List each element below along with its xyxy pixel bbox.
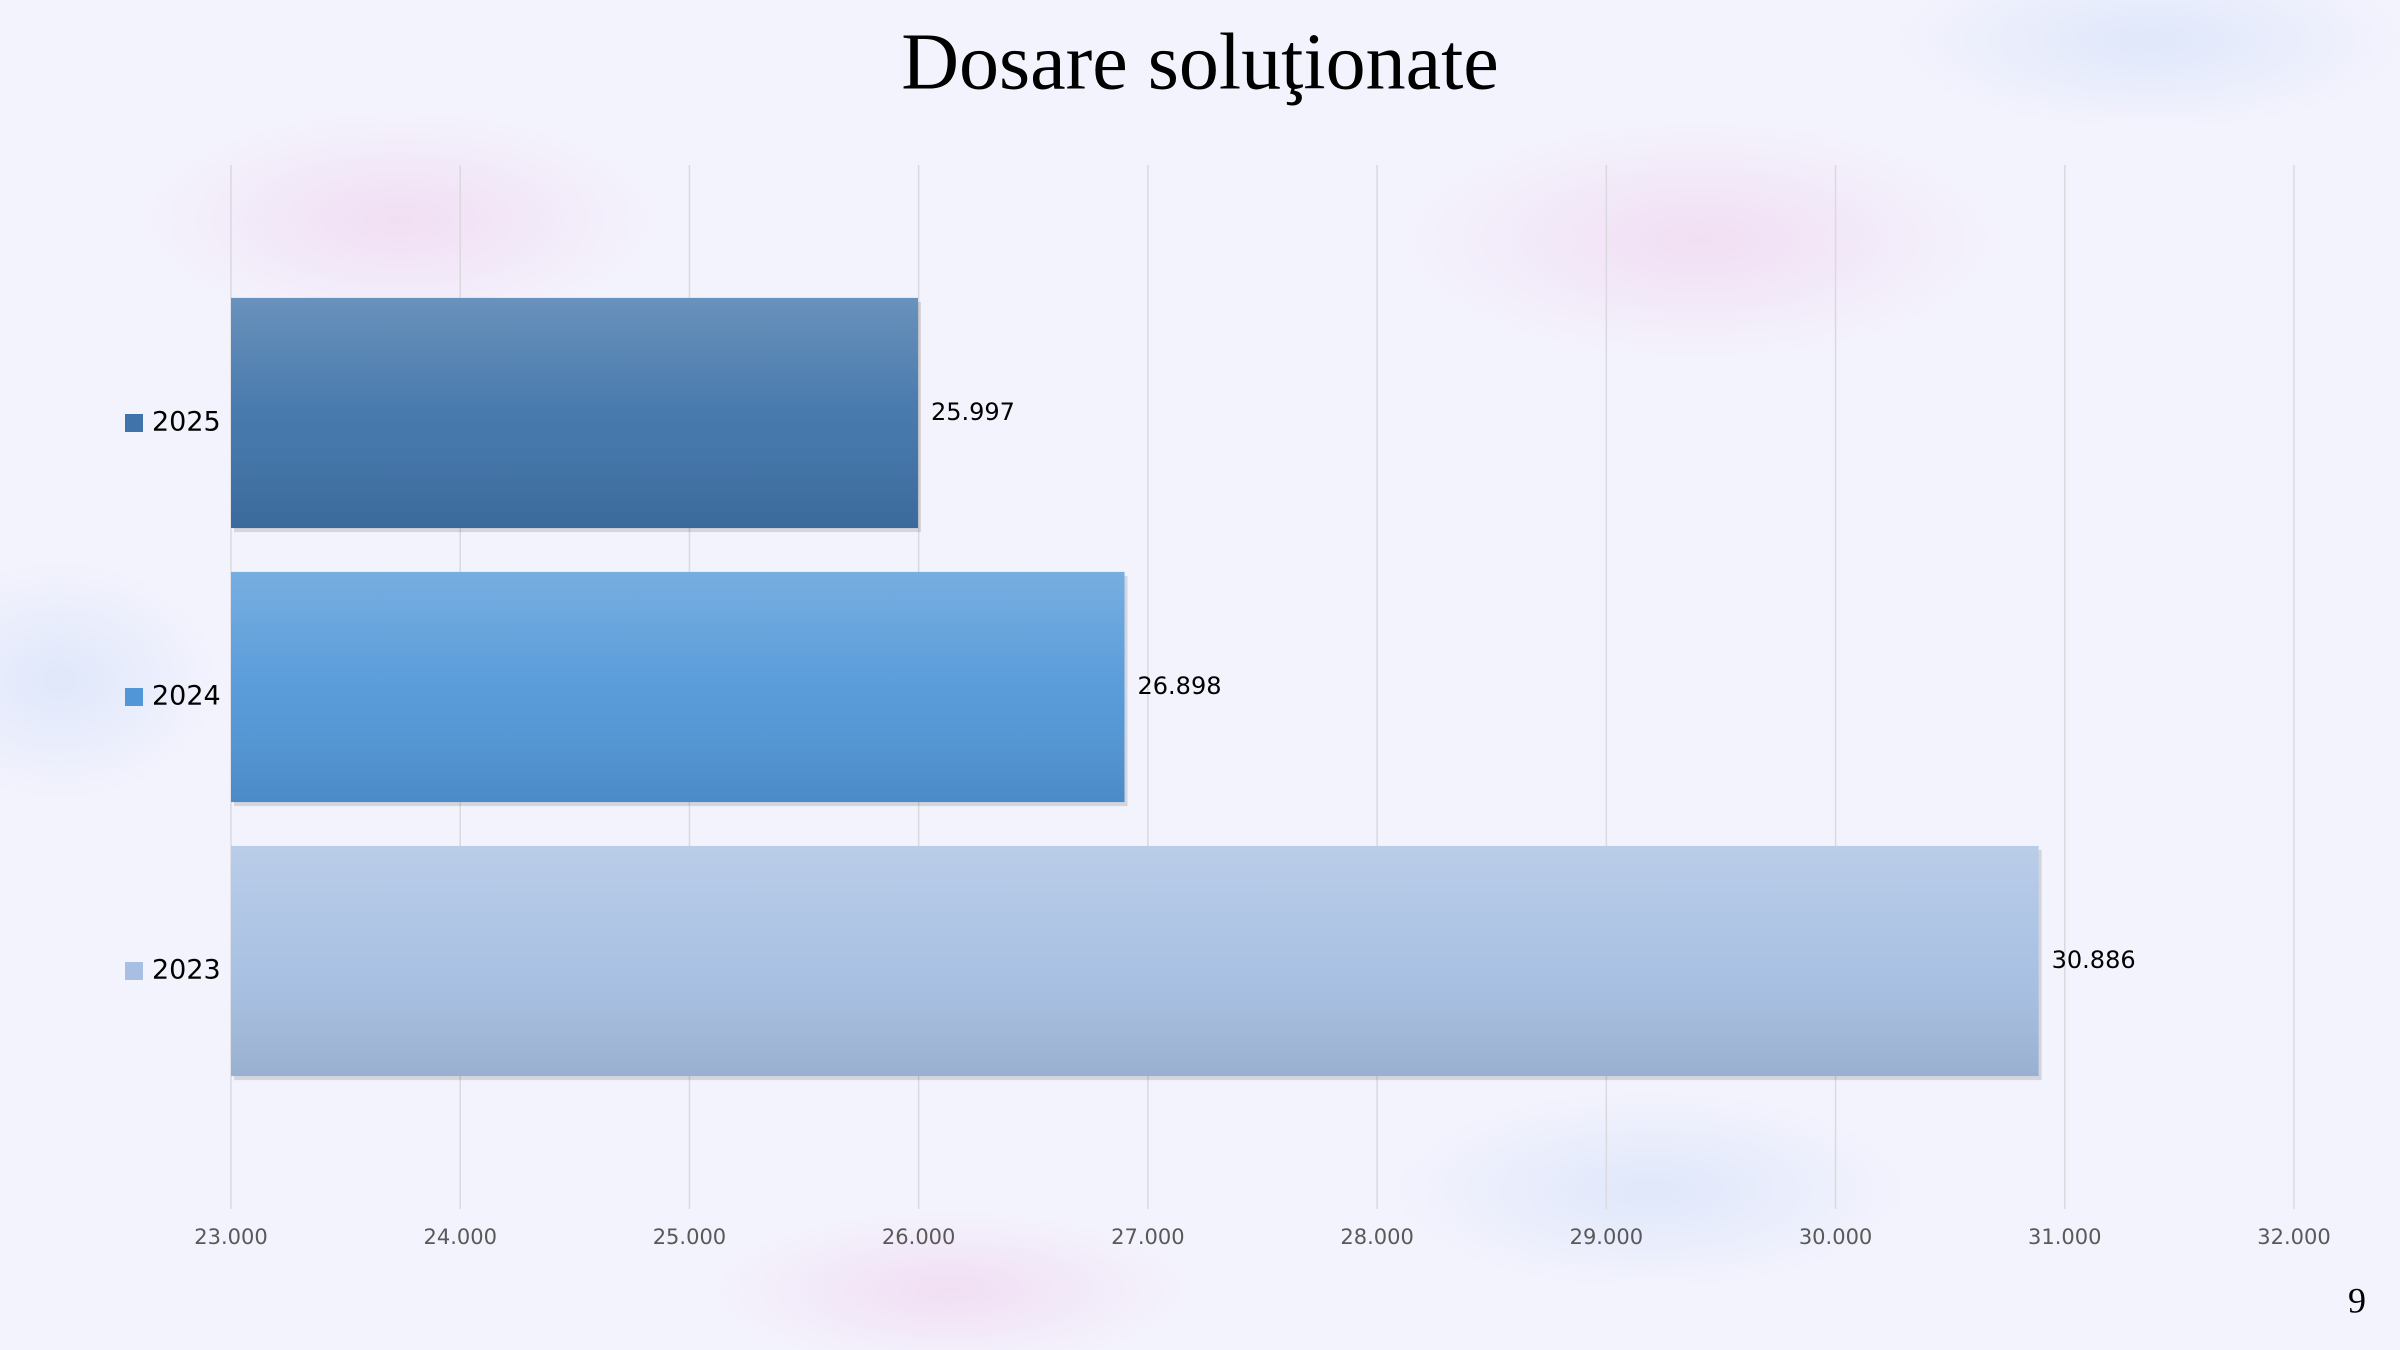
page-number: 9 — [2348, 1280, 2366, 1320]
data-label: 30.886 — [2052, 946, 2136, 974]
x-tick-label: 26.000 — [882, 1225, 955, 1249]
legend-swatch — [125, 962, 143, 980]
data-label: 25.997 — [931, 398, 1015, 426]
bar-sheen — [231, 845, 2039, 1077]
y-tick-label: 2023 — [152, 955, 221, 986]
background-blob — [1390, 1090, 1910, 1290]
background-blob — [1890, 0, 2400, 130]
y-tick-label: 2025 — [152, 407, 221, 438]
x-tick-label: 23.000 — [194, 1225, 267, 1249]
legend-swatch — [125, 688, 143, 706]
background-blob — [140, 110, 660, 330]
background-blob — [710, 1210, 1190, 1350]
x-tick-label: 25.000 — [653, 1225, 726, 1249]
x-tick-label: 30.000 — [1799, 1225, 1872, 1249]
x-tick-label: 28.000 — [1340, 1225, 1413, 1249]
background-blob — [1400, 120, 2000, 360]
x-tick-label: 31.000 — [2028, 1225, 2101, 1249]
background-blob — [0, 560, 220, 800]
legend-swatch — [125, 414, 143, 432]
x-tick-label: 27.000 — [1111, 1225, 1184, 1249]
x-tick-label: 29.000 — [1570, 1225, 1643, 1249]
y-tick-label: 2024 — [152, 681, 221, 712]
bar-sheen — [231, 571, 1125, 803]
bar-sheen — [231, 297, 918, 529]
chart-title: Dosare soluţionate — [901, 18, 1499, 106]
plot-area: 23.000 24.000 25.000 26.000 27.000 28.000 29.0… — [125, 165, 2331, 1249]
x-tick-label: 32.000 — [2257, 1225, 2330, 1249]
data-label: 26.898 — [1138, 672, 1222, 700]
x-tick-label: 24.000 — [423, 1225, 496, 1249]
